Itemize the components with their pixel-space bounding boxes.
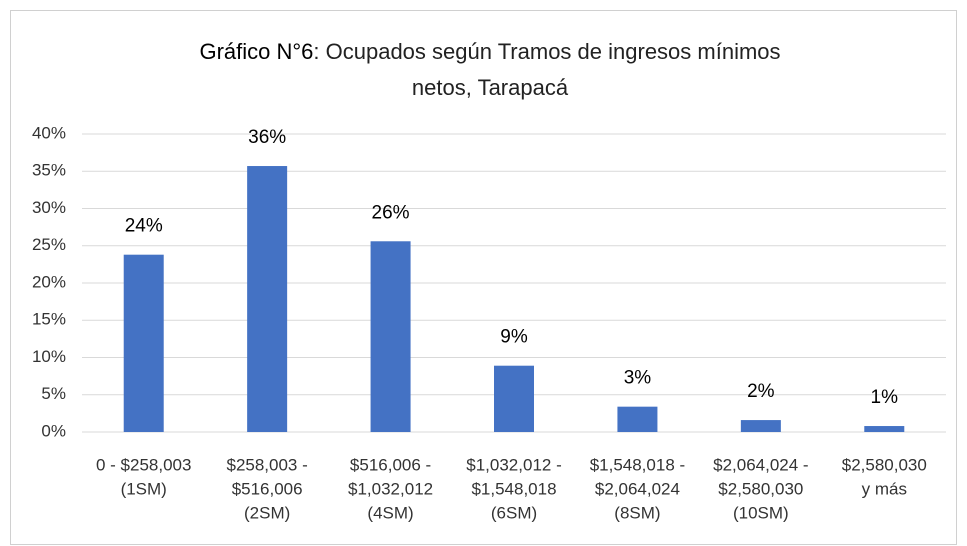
bar: [247, 166, 288, 432]
value-label: 1%: [871, 387, 899, 408]
x-tick-label: (6SM): [491, 503, 537, 522]
x-tick-label: $1,032,012: [348, 479, 433, 498]
y-tick-label: 35%: [32, 161, 66, 180]
x-tick-label: $1,032,012 -: [466, 455, 561, 474]
bar: [617, 406, 658, 432]
value-label: 36%: [248, 127, 286, 148]
bar: [864, 426, 905, 432]
x-tick-label: $2,064,024 -: [713, 455, 808, 474]
value-label: 26%: [372, 202, 410, 223]
x-tick-label: (2SM): [244, 503, 290, 522]
x-tick-label: $1,548,018 -: [590, 455, 685, 474]
x-tick-label: $516,006: [232, 479, 303, 498]
y-tick-label: 15%: [32, 310, 66, 329]
bar: [494, 365, 534, 432]
x-tick-label: (8SM): [614, 503, 660, 522]
y-tick-label: 10%: [32, 347, 66, 366]
value-label: 9%: [500, 327, 528, 348]
x-tick-label: (1SM): [121, 479, 167, 498]
bar: [740, 420, 781, 432]
bar: [123, 254, 164, 432]
title-bold: Gráfico N°6: [199, 39, 314, 64]
y-tick-label: 30%: [32, 198, 66, 217]
x-tick-label: $258,003 -: [226, 455, 307, 474]
x-tick-label: $2,580,030: [718, 479, 803, 498]
x-tick-label: 0 - $258,003: [96, 455, 191, 474]
x-tick-label: $1,548,018: [471, 479, 556, 498]
x-tick-label: $2,580,030: [842, 455, 927, 474]
bar: [370, 241, 411, 432]
x-tick-label: $516,006 -: [350, 455, 431, 474]
value-label: 3%: [624, 368, 652, 389]
y-tick-label: 25%: [32, 235, 66, 254]
title-text: : Ocupados según Tramos de ingresos míni…: [313, 39, 781, 100]
x-tick-label: (10SM): [733, 503, 789, 522]
y-tick-label: 5%: [41, 384, 66, 403]
x-tick-label: (4SM): [367, 503, 413, 522]
y-tick-label: 0%: [41, 421, 66, 440]
y-tick-label: 40%: [32, 123, 66, 142]
y-tick-label: 20%: [32, 272, 66, 291]
chart-frame: [10, 10, 957, 545]
x-tick-label: y más: [862, 479, 907, 498]
chart-title: Gráfico N°6: Ocupados según Tramos de in…: [190, 34, 790, 106]
value-label: 2%: [747, 381, 775, 402]
value-label: 24%: [125, 216, 163, 237]
x-tick-label: $2,064,024: [595, 479, 680, 498]
